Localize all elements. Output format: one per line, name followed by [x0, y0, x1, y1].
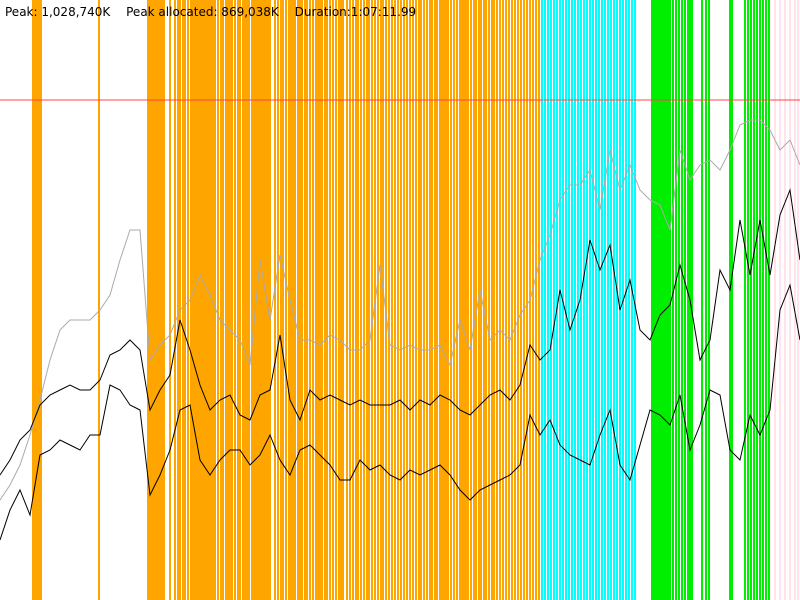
peak-label: Peak: 1,028,740K — [5, 5, 111, 19]
series-line-gray-0 — [0, 119, 800, 501]
memory-series — [0, 119, 800, 541]
duration-label: Duration:1:07:11.99 — [294, 5, 417, 19]
chart-header: Peak: 1,028,740K Peak allocated: 869,038… — [5, 4, 428, 20]
event-markers — [32, 0, 799, 600]
peak-allocated-label: Peak allocated: 869,038K — [126, 5, 279, 19]
series-line-black-2 — [0, 188, 800, 476]
series-line-black-1 — [0, 283, 800, 541]
